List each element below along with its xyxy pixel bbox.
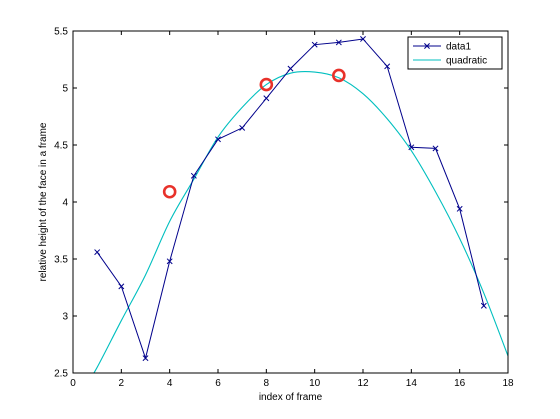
y-tick-label: 4 bbox=[62, 198, 68, 209]
marker-stroke bbox=[360, 36, 366, 42]
data-point-marker bbox=[408, 144, 415, 151]
marker-stroke bbox=[480, 302, 487, 309]
data-point-marker bbox=[142, 355, 149, 362]
marker-stroke bbox=[424, 43, 430, 49]
data-point-marker bbox=[480, 302, 487, 309]
y-tick-label: 5.5 bbox=[54, 27, 68, 38]
y-tick-label: 3.5 bbox=[54, 255, 68, 266]
marker-stroke bbox=[142, 355, 149, 362]
y-tick-label: 2.5 bbox=[54, 369, 68, 380]
series-line-quadratic bbox=[93, 70, 508, 373]
data-point-marker bbox=[94, 249, 101, 256]
data-point-marker bbox=[360, 36, 366, 42]
data-point-marker bbox=[287, 65, 294, 72]
x-tick-label: 4 bbox=[167, 378, 173, 389]
x-tick-label: 2 bbox=[119, 378, 125, 389]
data-point-marker bbox=[335, 39, 342, 46]
x-tick-label: 0 bbox=[70, 378, 76, 389]
y-tick-label: 3 bbox=[62, 312, 68, 323]
y-axis-label: relative height of the face in a frame bbox=[38, 122, 49, 281]
data-point-marker bbox=[166, 258, 173, 265]
marker-stroke bbox=[408, 144, 415, 151]
marker-stroke bbox=[335, 39, 342, 46]
marker-stroke bbox=[311, 41, 318, 48]
x-tick-label: 10 bbox=[309, 378, 321, 389]
data-point-marker bbox=[432, 145, 439, 152]
marker-stroke bbox=[456, 205, 463, 212]
data-point-marker bbox=[311, 41, 318, 48]
marker-stroke bbox=[432, 145, 439, 152]
x-tick-label: 12 bbox=[357, 378, 369, 389]
marker-stroke bbox=[94, 249, 101, 256]
data-point-marker bbox=[384, 63, 391, 70]
data-point-marker bbox=[118, 283, 125, 290]
marker-stroke bbox=[263, 95, 270, 102]
legend: data1 quadratic bbox=[407, 36, 503, 70]
tick-layer: 0 2 4 6 8 10 12 14 16 18 2.5 3 3.5 4 4.5 5 5.5 bbox=[54, 27, 514, 390]
x-tick-label: 6 bbox=[215, 378, 221, 389]
x-tick-label: 18 bbox=[502, 378, 514, 389]
x-axis-label: index of frame bbox=[259, 392, 323, 403]
data-point-marker bbox=[456, 205, 463, 212]
legend-label-quadratic: quadratic bbox=[446, 56, 487, 67]
legend-box bbox=[407, 36, 503, 70]
highlight-circle bbox=[332, 68, 346, 83]
legend-marker-data1 bbox=[424, 43, 430, 49]
y-tick-label: 5 bbox=[62, 84, 68, 95]
plot-area bbox=[73, 31, 508, 373]
highlight-layer bbox=[162, 68, 346, 199]
y-tick-label: 4.5 bbox=[54, 141, 68, 152]
marker-stroke bbox=[215, 136, 221, 143]
marker-stroke bbox=[166, 258, 173, 265]
marker-stroke bbox=[190, 172, 197, 179]
data-point-marker bbox=[263, 95, 270, 102]
marker-stroke bbox=[239, 124, 246, 131]
marker-stroke bbox=[384, 63, 391, 70]
data-point-marker bbox=[190, 172, 197, 179]
marker-stroke bbox=[118, 283, 125, 290]
x-tick-label: 8 bbox=[264, 378, 270, 389]
series-layer bbox=[93, 36, 508, 373]
highlight-circle bbox=[259, 77, 274, 92]
data-point-marker bbox=[215, 136, 221, 143]
data-point-marker bbox=[239, 124, 246, 131]
legend-label-data1: data1 bbox=[446, 42, 471, 53]
x-tick-label: 16 bbox=[454, 378, 466, 389]
highlight-circle bbox=[162, 184, 177, 199]
marker-stroke bbox=[287, 65, 294, 72]
x-tick-label: 14 bbox=[406, 378, 418, 389]
